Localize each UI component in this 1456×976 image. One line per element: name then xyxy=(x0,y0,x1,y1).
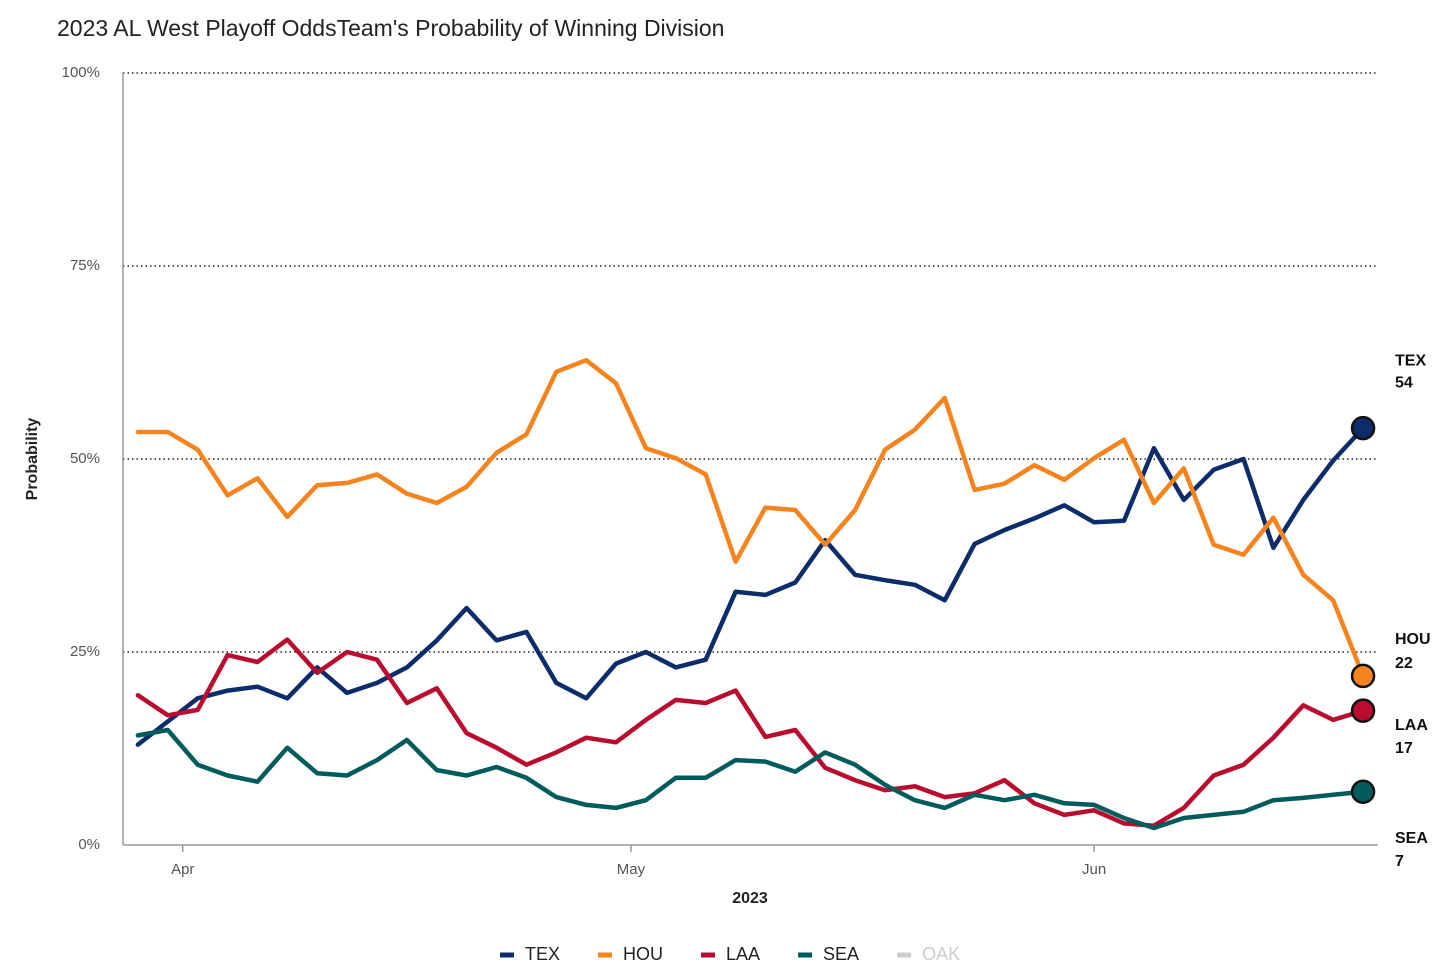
end-label-name: HOU xyxy=(1395,631,1431,648)
y-axis-label: Probability xyxy=(24,418,41,501)
legend-label: HOU xyxy=(623,944,663,964)
legend-item: LAA xyxy=(701,944,760,964)
y-tick-label: 50% xyxy=(70,450,100,467)
legend-label: TEX xyxy=(525,944,560,964)
y-tick-label: 25% xyxy=(70,643,100,660)
series-line xyxy=(135,637,1366,828)
end-label-name: TEX xyxy=(1395,352,1426,369)
end-label-name: SEA xyxy=(1395,830,1428,847)
y-tick-label: 75% xyxy=(70,257,100,274)
x-tick-label: Apr xyxy=(171,861,194,878)
end-point xyxy=(1350,415,1376,441)
y-tick-label: 0% xyxy=(78,836,100,853)
end-point xyxy=(1350,779,1376,804)
end-label-name: LAA xyxy=(1395,717,1428,734)
end-label-value: 7 xyxy=(1395,853,1404,870)
series-line xyxy=(135,727,1366,831)
legend-item: TEX xyxy=(500,944,560,964)
legend: TEX HOU LAA SEA OAK xyxy=(500,944,960,964)
legend-item: HOU xyxy=(598,944,663,964)
legend-label: SEA xyxy=(823,944,859,964)
legend-label: LAA xyxy=(726,944,760,964)
end-point xyxy=(1350,698,1376,723)
legend-item: OAK xyxy=(897,944,960,964)
end-label-value: 22 xyxy=(1395,655,1413,672)
x-tick-label: May xyxy=(617,861,646,878)
x-axis-label: 2023 xyxy=(732,890,768,907)
end-label-value: 17 xyxy=(1395,740,1413,757)
legend-label: OAK xyxy=(922,944,960,964)
series-line xyxy=(135,425,1366,747)
y-tick-label: 100% xyxy=(62,64,100,81)
end-label-value: 54 xyxy=(1395,374,1413,391)
chart-title: 2023 AL West Playoff OddsTeam's Probabil… xyxy=(57,15,724,41)
x-tick-label: Jun xyxy=(1082,861,1106,878)
series-line xyxy=(135,357,1366,679)
end-point xyxy=(1350,663,1376,689)
legend-item: SEA xyxy=(798,944,859,964)
